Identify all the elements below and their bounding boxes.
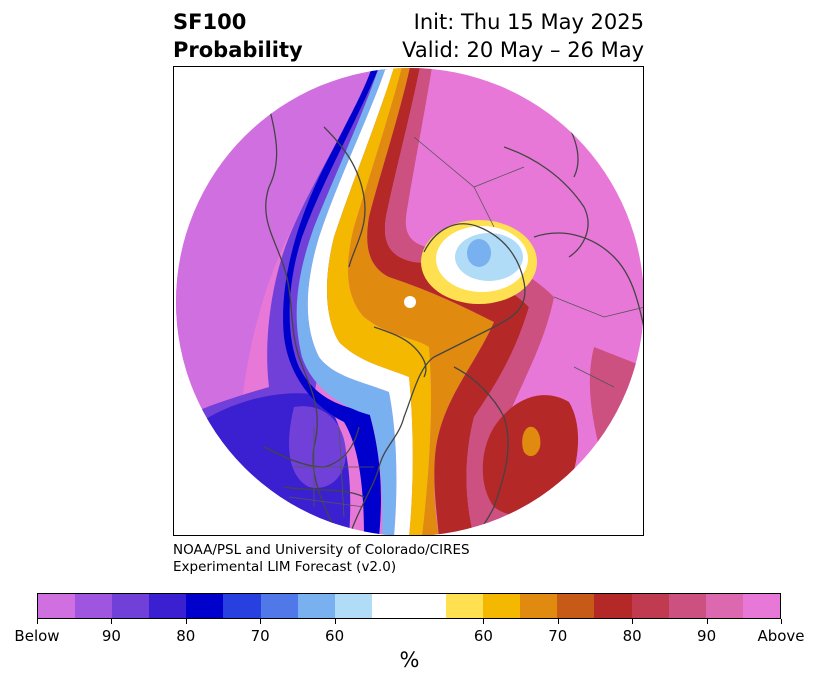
colorbar-swatch xyxy=(408,594,447,618)
region-below-70 xyxy=(283,68,381,535)
colorbar-swatch xyxy=(668,594,706,618)
credit-line-2: Experimental LIM Forecast (v2.0) xyxy=(173,559,397,575)
colorbar-tick-label: 80 xyxy=(622,627,642,645)
colorbar-tick-label: 70 xyxy=(548,627,568,645)
region-above-70 xyxy=(348,68,494,535)
region-below-60 xyxy=(296,68,397,535)
forecast-dates: Init: Thu 15 May 2025 Valid: 20 May – 26… xyxy=(402,8,644,64)
colorbar-swatch xyxy=(38,594,76,618)
colorbar-tick-label: 90 xyxy=(697,627,717,645)
colorbar-swatch xyxy=(631,594,669,618)
colorbar-tick-mark xyxy=(483,619,485,624)
region-above-70-east xyxy=(522,426,541,457)
colorbar-tick-label: Below xyxy=(14,627,60,645)
colorbar-swatch xyxy=(75,594,113,618)
colorbar-tick-mark xyxy=(706,619,708,624)
colorbar-swatch xyxy=(260,594,298,618)
colorbar-swatch xyxy=(297,594,335,618)
colorbar-swatch xyxy=(705,594,743,618)
colorbar-swatch xyxy=(483,594,521,618)
map-title: SF100 Probability xyxy=(173,8,303,64)
valid-period: Valid: 20 May – 26 May xyxy=(402,38,644,62)
colorbar-swatch xyxy=(223,594,261,618)
colorbar-tick-label: Above xyxy=(757,627,805,645)
political-borders xyxy=(288,136,643,518)
colorbar-swatch xyxy=(742,594,780,618)
colorbar-tick-label: 70 xyxy=(250,627,270,645)
colorbar-swatch xyxy=(446,594,484,618)
colorbar-swatch xyxy=(371,594,409,618)
colorbar-tick-label: 80 xyxy=(176,627,196,645)
colorbar-tick-mark xyxy=(334,619,336,624)
source-credit: NOAA/PSL and University of Colorado/CIRE… xyxy=(173,542,470,576)
colorbar-tick-label: 90 xyxy=(101,627,121,645)
region-neutral xyxy=(307,68,413,535)
colorbar-swatch xyxy=(186,594,224,618)
colorbar-swatch xyxy=(594,594,632,618)
colorbar-tick-mark xyxy=(781,619,782,624)
colorbar-tick-mark xyxy=(37,619,38,624)
pole-marker xyxy=(404,296,416,308)
map-panel xyxy=(173,66,644,536)
colorbar-ticks: Below 90 80 70 60 60 70 80 90 Above xyxy=(14,619,805,649)
region-below-90-south xyxy=(289,406,346,488)
map-title-line2: Probability xyxy=(173,38,303,62)
probability-map xyxy=(176,68,643,535)
colorbar-tick-mark xyxy=(557,619,559,624)
init-date: Init: Thu 15 May 2025 xyxy=(413,10,644,34)
colorbar-swatch xyxy=(149,594,187,618)
colorbar-tick-mark xyxy=(260,619,262,624)
colorbar-swatch xyxy=(112,594,150,618)
colorbar-tick-mark xyxy=(185,619,187,624)
colorbar-tick-label: 60 xyxy=(473,627,493,645)
region-above-60 xyxy=(327,68,432,535)
colorbar xyxy=(37,593,781,619)
colorbar-swatch xyxy=(557,594,595,618)
colorbar-unit: % xyxy=(399,648,420,672)
colorbar-tick-label: 60 xyxy=(325,627,345,645)
credit-line-1: NOAA/PSL and University of Colorado/CIRE… xyxy=(173,542,470,558)
colorbar-tick-mark xyxy=(111,619,113,624)
colorbar-tick-mark xyxy=(632,619,634,624)
map-title-line1: SF100 xyxy=(173,10,247,34)
colorbar-swatch xyxy=(334,594,372,618)
colorbar-swatch xyxy=(520,594,558,618)
region-arctic-below-70 xyxy=(467,239,491,267)
